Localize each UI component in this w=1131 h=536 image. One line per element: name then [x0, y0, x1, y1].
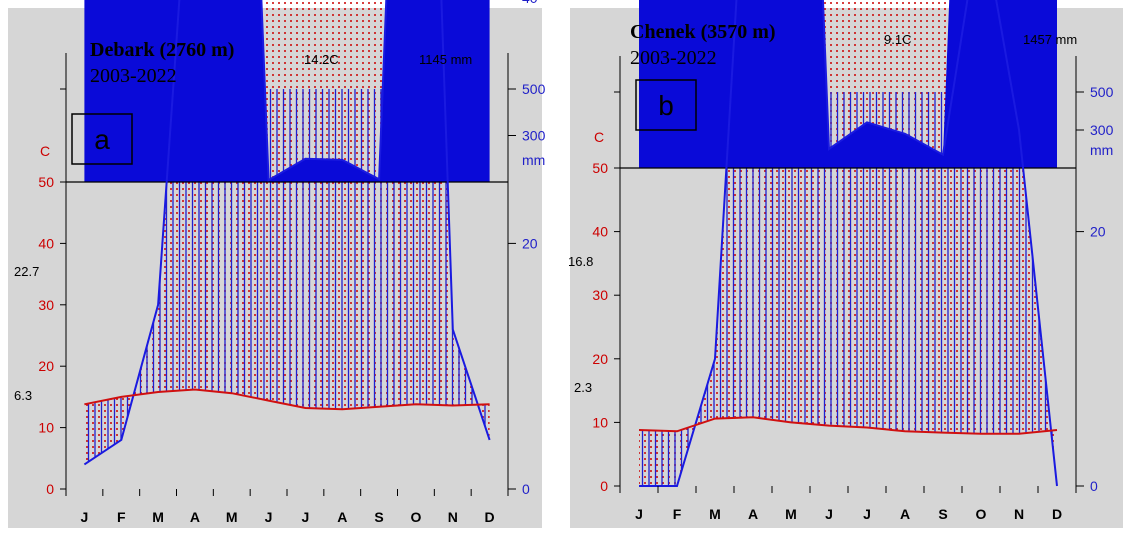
panel-label: a: [94, 124, 110, 155]
month-label: J: [302, 509, 310, 525]
period-label: 2003-2022: [630, 47, 717, 69]
precip-tick-label: 0: [1090, 478, 1098, 494]
temp-tick-label: 20: [38, 358, 54, 374]
precip-tick-label: 300: [522, 128, 546, 144]
precip-tick-label: 20: [522, 235, 538, 251]
month-label: J: [265, 509, 273, 525]
precip-tick-label: 300: [1090, 122, 1114, 138]
perhumid-area: [84, 0, 490, 182]
precip-tick-label: 20: [1090, 224, 1106, 240]
temp-tick-label: 40: [38, 235, 54, 251]
temp-tick-label: 0: [46, 481, 54, 497]
month-label: J: [825, 506, 833, 522]
min-temperature: 2.3: [574, 380, 592, 395]
temp-tick-label: 10: [38, 420, 54, 436]
period-label: 2003-2022: [90, 65, 177, 87]
precip-unit: mm: [522, 152, 545, 168]
precip-tick-label: 40: [522, 0, 538, 6]
precip-tick-label: 500: [1090, 84, 1114, 100]
month-label: J: [635, 506, 643, 522]
month-label: A: [190, 509, 200, 525]
station-name: Chenek (3570 m): [630, 21, 776, 43]
month-label: S: [938, 506, 947, 522]
month-label: A: [748, 506, 758, 522]
temp-tick-label: 30: [592, 287, 608, 303]
station-name: Debark (2760 m): [90, 39, 234, 61]
month-label: D: [1052, 506, 1062, 522]
panel-label-box: [71, 113, 133, 165]
month-label: M: [785, 506, 797, 522]
max-temperature: 22.7: [14, 264, 39, 279]
month-label: O: [410, 509, 421, 525]
month-label: N: [1014, 506, 1024, 522]
month-label: M: [152, 509, 164, 525]
month-label: F: [673, 506, 682, 522]
precip-unit: mm: [1090, 142, 1113, 158]
min-temperature: 6.3: [14, 388, 32, 403]
month-label: A: [337, 509, 347, 525]
temperature-line: [638, 416, 1058, 435]
annual-precipitation: 1145 mm: [419, 52, 472, 67]
temp-tick-label: 50: [38, 174, 54, 190]
mean-temperature: 9.1C: [884, 32, 911, 47]
temp-tick-label: 20: [592, 351, 608, 367]
panel-a-debark: 01020304050020406080100300500CmmJFMAMJJA…: [8, 0, 546, 528]
month-label: D: [485, 509, 495, 525]
month-label: M: [709, 506, 721, 522]
temp-tick-label: 40: [592, 224, 608, 240]
month-label: N: [448, 509, 458, 525]
mean-temperature: 14.2C: [304, 52, 339, 67]
perhumid-area: [639, 0, 1057, 168]
precipitation-line: [639, 0, 1058, 487]
annual-precipitation: 1457 mm: [1023, 32, 1077, 47]
panel-label: b: [658, 90, 674, 121]
month-label: J: [863, 506, 871, 522]
panel-label-box: [635, 79, 697, 131]
month-label: A: [900, 506, 910, 522]
temp-unit: C: [594, 129, 604, 145]
temp-unit: C: [40, 143, 50, 159]
month-label: J: [81, 509, 89, 525]
month-label: F: [117, 509, 126, 525]
precip-tick-label: 500: [522, 81, 546, 97]
precipitation-line: [83, 0, 491, 466]
month-label: M: [226, 509, 238, 525]
temp-tick-label: 0: [600, 478, 608, 494]
temperature-line: [84, 388, 490, 411]
month-label: O: [976, 506, 987, 522]
temp-tick-label: 30: [38, 297, 54, 313]
temp-tick-label: 50: [592, 160, 608, 176]
month-label: S: [374, 509, 383, 525]
temp-tick-label: 10: [592, 414, 608, 430]
precip-tick-label: 0: [522, 481, 530, 497]
max-temperature: 16.8: [568, 254, 593, 269]
panel-b-chenek: 01020304050020406080100300500CmmJFMAMJJA…: [568, 0, 1123, 528]
